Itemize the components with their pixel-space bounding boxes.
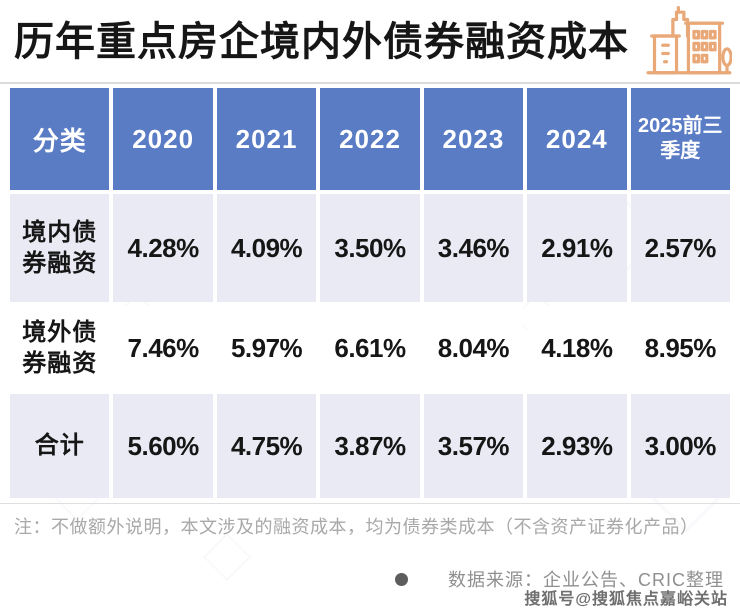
- row-label-overseas: 境外债券融资: [10, 306, 110, 390]
- divider-bottom: [0, 503, 740, 504]
- value-cell: 8.04%: [423, 306, 524, 390]
- value-cell: 3.57%: [423, 394, 524, 498]
- sohu-watermark: 搜狐号@搜狐焦点嘉峪关站: [524, 591, 728, 608]
- value-cell: 2.91%: [527, 194, 627, 302]
- header-cell-2020: 2020: [113, 88, 213, 190]
- divider-top: [0, 82, 740, 84]
- financing-cost-table: 分类 2020 2021 2022 2023 2024 2025前三季度 境内债…: [10, 88, 730, 498]
- value-cell: 2.57%: [630, 194, 730, 302]
- header-cell-2024: 2024: [527, 88, 627, 190]
- header-cell-2021: 2021: [216, 88, 317, 190]
- value-cell: 4.28%: [113, 194, 213, 302]
- value-cell: 4.18%: [527, 306, 627, 390]
- value-cell: 5.60%: [113, 394, 213, 498]
- value-cell: 7.46%: [113, 306, 213, 390]
- value-cell: 3.50%: [320, 194, 420, 302]
- data-source-text: 数据来源：企业公告、CRIC整理: [448, 570, 724, 590]
- row-label-total: 合计: [10, 394, 110, 498]
- header-cell-category: 分类: [10, 88, 110, 190]
- value-cell: 8.95%: [630, 306, 730, 390]
- value-cell: 5.97%: [216, 306, 317, 390]
- value-cell: 4.75%: [216, 394, 317, 498]
- background-watermark: [202, 532, 252, 582]
- footnote: 注：不做额外说明，本文涉及的融资成本，均为债券类成本（不含资产证券化产品）: [14, 517, 699, 537]
- value-cell: 4.09%: [216, 194, 317, 302]
- header-cell-2025q3: 2025前三季度: [630, 88, 730, 190]
- header-cell-2023: 2023: [423, 88, 524, 190]
- row-label-domestic: 境内债券融资: [10, 194, 110, 302]
- bullet-icon: [395, 572, 408, 586]
- data-source-row: 数据来源：企业公告、CRIC整理: [395, 566, 724, 592]
- page-title: 历年重点房企境内外债券融资成本: [14, 20, 629, 64]
- value-cell: 3.87%: [320, 394, 420, 498]
- buildings-icon: [646, 5, 732, 75]
- header-cell-2022: 2022: [320, 88, 420, 190]
- value-cell: 3.46%: [423, 194, 524, 302]
- value-cell: 3.00%: [630, 394, 730, 498]
- value-cell: 2.93%: [527, 394, 627, 498]
- value-cell: 6.61%: [320, 306, 420, 390]
